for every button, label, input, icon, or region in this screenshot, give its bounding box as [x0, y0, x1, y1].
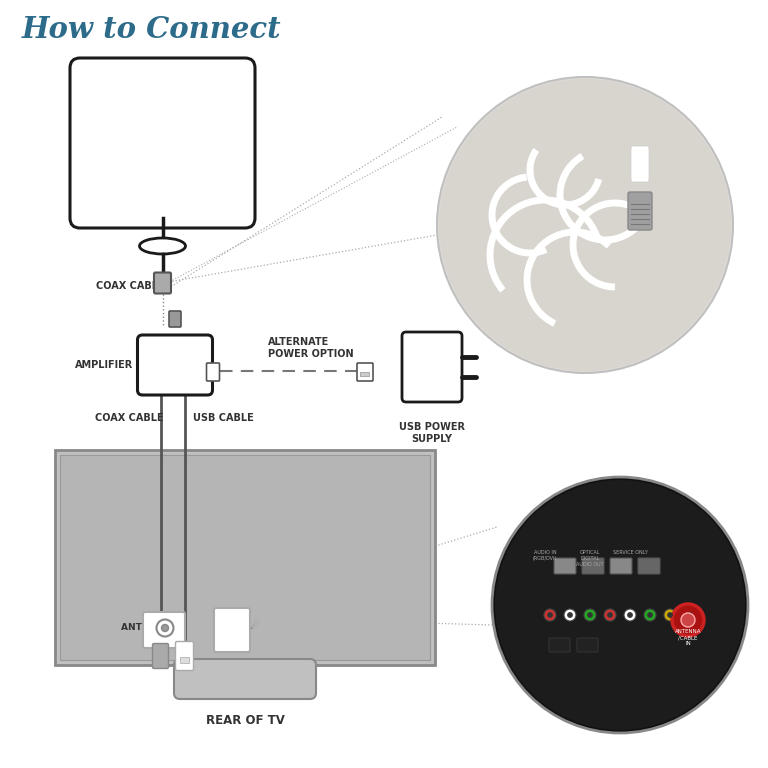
- Text: How to Connect: How to Connect: [22, 15, 282, 44]
- Circle shape: [627, 613, 633, 617]
- Circle shape: [647, 613, 653, 617]
- Circle shape: [568, 613, 572, 617]
- FancyBboxPatch shape: [169, 311, 181, 327]
- Circle shape: [437, 77, 733, 373]
- Text: ALTERNATE
POWER OPTION: ALTERNATE POWER OPTION: [268, 337, 353, 359]
- Circle shape: [672, 604, 704, 636]
- Circle shape: [584, 609, 596, 621]
- Circle shape: [588, 613, 592, 617]
- Ellipse shape: [140, 238, 186, 254]
- FancyBboxPatch shape: [154, 273, 171, 293]
- Circle shape: [548, 613, 552, 617]
- Text: OPTICAL
DIGITAL
AUDIO OUT: OPTICAL DIGITAL AUDIO OUT: [576, 550, 604, 567]
- FancyBboxPatch shape: [554, 558, 576, 574]
- FancyBboxPatch shape: [402, 332, 462, 402]
- FancyBboxPatch shape: [214, 608, 250, 652]
- Circle shape: [664, 609, 676, 621]
- FancyBboxPatch shape: [638, 558, 660, 574]
- FancyBboxPatch shape: [70, 58, 255, 228]
- FancyBboxPatch shape: [143, 612, 185, 648]
- Text: ANT IN: ANT IN: [121, 624, 156, 633]
- Circle shape: [607, 613, 613, 617]
- FancyBboxPatch shape: [549, 638, 570, 652]
- Text: REAR OF TV: REAR OF TV: [206, 714, 284, 727]
- Bar: [60, 455, 430, 660]
- FancyBboxPatch shape: [137, 335, 213, 395]
- Circle shape: [604, 609, 616, 621]
- Bar: [180, 657, 189, 663]
- Text: COAX CABLE: COAX CABLE: [95, 413, 164, 423]
- FancyBboxPatch shape: [610, 558, 632, 574]
- FancyBboxPatch shape: [628, 192, 652, 230]
- FancyBboxPatch shape: [153, 644, 168, 668]
- FancyBboxPatch shape: [582, 558, 604, 574]
- Circle shape: [684, 609, 696, 621]
- FancyBboxPatch shape: [577, 638, 598, 652]
- Circle shape: [667, 613, 673, 617]
- FancyBboxPatch shape: [631, 146, 649, 182]
- Text: AMPLIFIER: AMPLIFIER: [74, 360, 133, 370]
- Bar: [55, 450, 435, 665]
- Text: ☄: ☄: [249, 621, 259, 631]
- Circle shape: [161, 624, 168, 631]
- Text: AUDIO IN
(RGB/DVI): AUDIO IN (RGB/DVI): [533, 550, 558, 561]
- Circle shape: [681, 613, 695, 627]
- Text: ANTENNA
/CABLE
IN: ANTENNA /CABLE IN: [675, 630, 701, 646]
- FancyBboxPatch shape: [357, 363, 373, 381]
- Circle shape: [157, 620, 174, 637]
- Text: COAX CABLE: COAX CABLE: [95, 281, 164, 291]
- Circle shape: [624, 609, 636, 621]
- Text: SERVICE ONLY: SERVICE ONLY: [613, 550, 647, 555]
- Text: USB POWER
SUPPLY: USB POWER SUPPLY: [399, 422, 465, 444]
- Circle shape: [439, 79, 731, 371]
- FancyBboxPatch shape: [207, 363, 220, 381]
- FancyBboxPatch shape: [174, 659, 316, 699]
- Circle shape: [564, 609, 576, 621]
- Circle shape: [492, 477, 748, 733]
- Circle shape: [644, 609, 656, 621]
- Circle shape: [544, 609, 556, 621]
- Bar: [360, 372, 369, 376]
- Circle shape: [687, 613, 693, 617]
- Circle shape: [495, 480, 745, 730]
- Text: USB CABLE: USB CABLE: [193, 413, 253, 423]
- FancyBboxPatch shape: [176, 641, 194, 670]
